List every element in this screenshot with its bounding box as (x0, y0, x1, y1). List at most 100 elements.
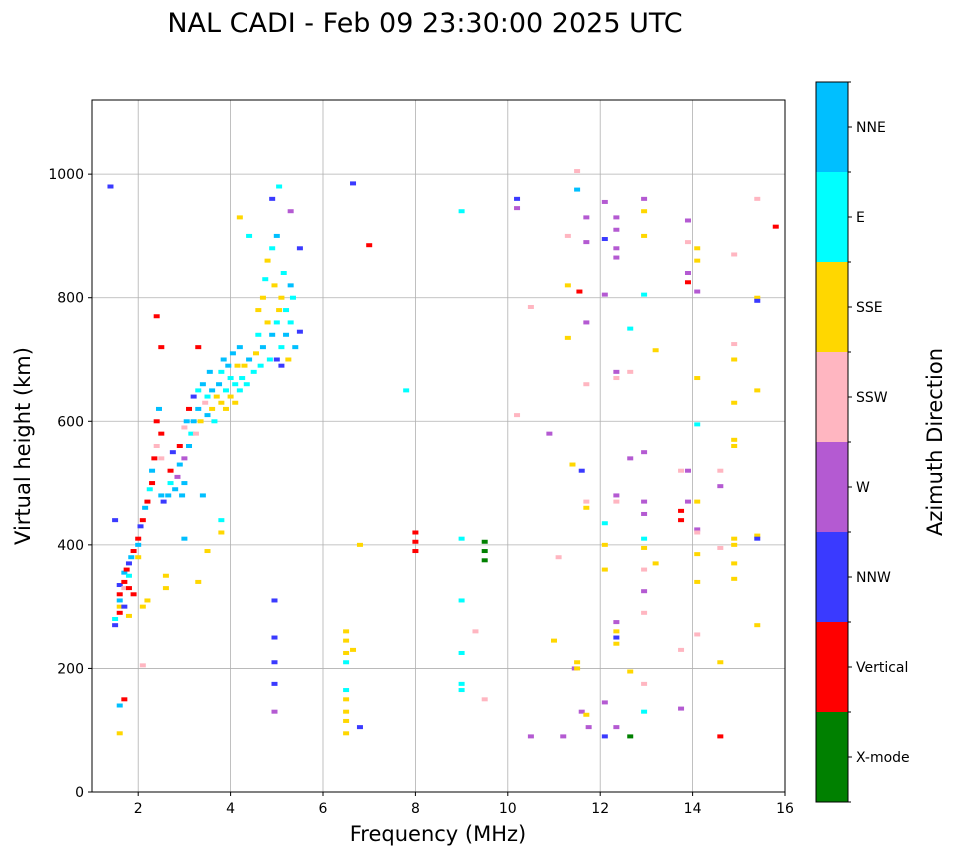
echo-point (139, 663, 146, 668)
echo-point (731, 252, 738, 257)
echo-point (641, 292, 648, 297)
echo-point (241, 363, 248, 368)
echo-point (197, 419, 204, 424)
echo-point (366, 243, 373, 248)
echo-point (181, 481, 188, 486)
echo-point (641, 536, 648, 541)
data-points (107, 169, 779, 739)
echo-point (142, 505, 149, 510)
x-tick-label: 10 (499, 801, 517, 817)
echo-point (574, 666, 581, 671)
echo-point (641, 545, 648, 550)
echo-point (684, 280, 691, 285)
echo-point (211, 419, 218, 424)
echo-point (717, 545, 724, 550)
echo-point (236, 388, 243, 393)
echo-point (458, 688, 465, 693)
echo-point (278, 295, 285, 300)
echo-point (731, 437, 738, 442)
echo-point (276, 308, 283, 313)
echo-point (731, 576, 738, 581)
echo-point (694, 422, 701, 427)
echo-point (641, 511, 648, 516)
echo-point (458, 598, 465, 603)
echo-point (204, 413, 211, 418)
echo-point (229, 351, 236, 356)
echo-point (269, 196, 276, 201)
echo-point (627, 369, 634, 374)
echo-point (613, 493, 620, 498)
echo-point (343, 650, 350, 655)
echo-point (206, 369, 213, 374)
echo-point (116, 610, 123, 615)
echo-point (514, 413, 521, 418)
echo-point (574, 187, 581, 192)
echo-point (481, 697, 488, 702)
echo-point (236, 215, 243, 220)
colorbar-segment (816, 712, 848, 802)
echo-point (601, 237, 608, 242)
echo-point (574, 169, 581, 174)
echo-point (754, 623, 761, 628)
echo-point (255, 332, 262, 337)
echo-point (262, 277, 269, 282)
echo-point (139, 518, 146, 523)
colorbar-segment (816, 172, 848, 262)
colorbar-segment (816, 532, 848, 622)
colorbar-segment (816, 352, 848, 442)
echo-point (613, 725, 620, 730)
echo-point (601, 292, 608, 297)
echo-point (287, 209, 294, 214)
echo-point (627, 669, 634, 674)
x-tick-label: 4 (226, 801, 235, 817)
echo-point (583, 505, 590, 510)
echo-point (458, 209, 465, 214)
echo-point (343, 709, 350, 714)
echo-point (754, 533, 761, 538)
echo-point (694, 527, 701, 532)
echo-point (343, 660, 350, 665)
echo-point (121, 697, 128, 702)
echo-point (158, 456, 165, 461)
y-tick-label: 1000 (48, 167, 84, 183)
echo-point (481, 539, 488, 544)
echo-point (181, 536, 188, 541)
colorbar-tick-label: Vertical (856, 660, 908, 676)
echo-point (551, 638, 557, 643)
echo-point (678, 508, 685, 513)
echo-point (694, 246, 701, 251)
echo-point (239, 376, 246, 381)
echo-point (167, 468, 174, 473)
echo-point (343, 638, 350, 643)
echo-point (613, 246, 620, 251)
echo-point (343, 629, 350, 634)
echo-point (350, 647, 357, 652)
echo-point (641, 450, 648, 455)
echo-point (116, 583, 123, 588)
echo-point (218, 518, 225, 523)
echo-point (694, 552, 701, 557)
echo-point (601, 542, 608, 547)
echo-point (731, 444, 738, 448)
echo-point (151, 456, 158, 461)
echo-point (278, 363, 285, 368)
echo-point (678, 706, 685, 711)
echo-point (585, 725, 592, 730)
echo-point (125, 586, 132, 591)
echo-point (458, 681, 465, 686)
echo-point (209, 406, 216, 411)
echo-point (731, 342, 738, 347)
echo-point (403, 388, 410, 393)
echo-point (218, 400, 225, 405)
echo-point (627, 734, 634, 739)
colorbar-tick-label: X-mode (856, 750, 910, 766)
echo-point (641, 499, 648, 504)
echo-point (641, 567, 648, 572)
echo-point (264, 320, 271, 325)
echo-point (613, 620, 620, 625)
colorbar-segment (816, 262, 848, 352)
echo-point (684, 468, 691, 473)
echo-point (144, 499, 151, 504)
echo-point (296, 329, 303, 334)
echo-point (273, 233, 280, 238)
